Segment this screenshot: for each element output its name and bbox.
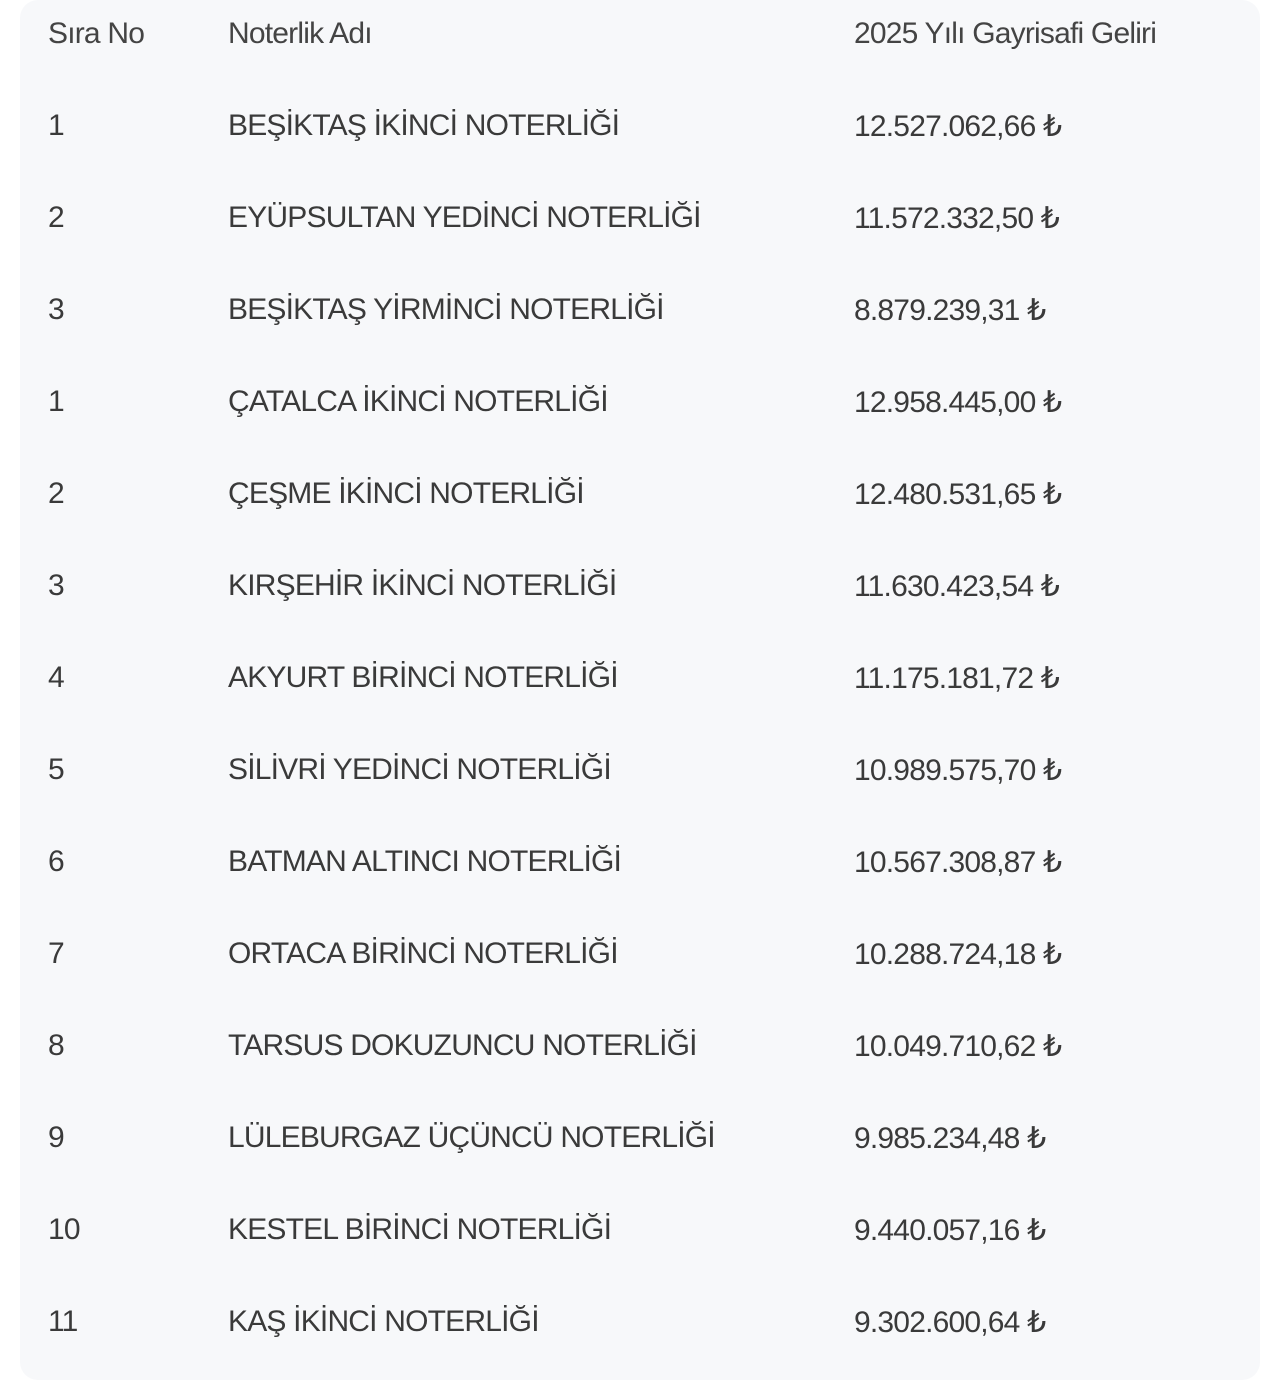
cell-notary-name: BATMAN ALTINCI NOTERLİĞİ [228,845,622,878]
table-row: 4 AKYURT BİRİNCİ NOTERLİĞİ 11.175.181,72 ₺ [20,632,1260,724]
cell-rank: 2 [48,201,65,234]
cell-gross-income: 10.989.575,70 ₺ [854,753,1062,787]
table-row: 2 ÇEŞME İKİNCİ NOTERLİĞİ 12.480.531,65 ₺ [20,448,1260,540]
cell-notary-name: BEŞİKTAŞ İKİNCİ NOTERLİĞİ [228,109,620,142]
table-row: 11 KAŞ İKİNCİ NOTERLİĞİ 9.302.600,64 ₺ [20,1276,1260,1368]
table-row: 3 BEŞİKTAŞ YİRMİNCİ NOTERLİĞİ 8.879.239,31… [20,264,1260,356]
cell-notary-name: KAŞ İKİNCİ NOTERLİĞİ [228,1305,540,1338]
cell-rank: 4 [48,661,65,694]
cell-notary-name: ÇEŞME İKİNCİ NOTERLİĞİ [228,477,585,510]
cell-rank: 11 [48,1305,78,1338]
cell-notary-name: EYÜPSULTAN YEDİNCİ NOTERLİĞİ [228,201,702,234]
cell-notary-name: KESTEL BİRİNCİ NOTERLİĞİ [228,1213,612,1246]
table-row: 10 KESTEL BİRİNCİ NOTERLİĞİ 9.440.057,16 ₺ [20,1184,1260,1276]
notary-income-table: Sıra No Noterlik Adı 2025 Yılı Gayrisafi… [20,0,1260,1380]
cell-rank: 9 [48,1121,65,1154]
cell-gross-income: 12.480.531,65 ₺ [854,477,1062,511]
table-row: 1 ÇATALCA İKİNCİ NOTERLİĞİ 12.958.445,00 ₺ [20,356,1260,448]
cell-gross-income: 9.302.600,64 ₺ [854,1305,1046,1339]
cell-rank: 7 [48,937,65,970]
header-gross-income: 2025 Yılı Gayrisafi Geliri [854,17,1157,50]
table-row: 6 BATMAN ALTINCI NOTERLİĞİ 10.567.308,87 ₺ [20,816,1260,908]
cell-notary-name: LÜLEBURGAZ ÜÇÜNCÜ NOTERLİĞİ [228,1121,716,1154]
cell-gross-income: 8.879.239,31 ₺ [854,293,1046,327]
cell-rank: 8 [48,1029,65,1062]
cell-gross-income: 11.175.181,72 ₺ [854,661,1060,695]
cell-rank: 2 [48,477,65,510]
cell-notary-name: BEŞİKTAŞ YİRMİNCİ NOTERLİĞİ [228,293,665,326]
cell-rank: 6 [48,845,65,878]
cell-rank: 5 [48,753,65,786]
cell-gross-income: 10.567.308,87 ₺ [854,845,1062,879]
table-row: 8 TARSUS DOKUZUNCU NOTERLİĞİ 10.049.710,62… [20,1000,1260,1092]
cell-gross-income: 11.572.332,50 ₺ [854,201,1060,235]
table-row: 1 BEŞİKTAŞ İKİNCİ NOTERLİĞİ 12.527.062,66 … [20,80,1260,172]
cell-notary-name: ÇATALCA İKİNCİ NOTERLİĞİ [228,385,609,418]
table-row: 9 LÜLEBURGAZ ÜÇÜNCÜ NOTERLİĞİ 9.985.234,48… [20,1092,1260,1184]
cell-gross-income: 11.630.423,54 ₺ [854,569,1060,603]
table-header-row: Sıra No Noterlik Adı 2025 Yılı Gayrisafi… [20,0,1260,68]
header-rank: Sıra No [48,17,145,50]
cell-gross-income: 12.527.062,66 ₺ [854,109,1062,143]
cell-notary-name: TARSUS DOKUZUNCU NOTERLİĞİ [228,1029,697,1062]
table-row: 7 ORTACA BİRİNCİ NOTERLİĞİ 10.288.724,18 ₺ [20,908,1260,1000]
cell-gross-income: 10.049.710,62 ₺ [854,1029,1062,1063]
cell-gross-income: 10.288.724,18 ₺ [854,937,1062,971]
cell-gross-income: 12.958.445,00 ₺ [854,385,1062,419]
cell-notary-name: KIRŞEHİR İKİNCİ NOTERLİĞİ [228,569,617,602]
cell-rank: 3 [48,293,65,326]
cell-gross-income: 9.440.057,16 ₺ [854,1213,1046,1247]
header-notary-name: Noterlik Adı [228,17,373,50]
cell-notary-name: AKYURT BİRİNCİ NOTERLİĞİ [228,661,619,694]
cell-gross-income: 9.985.234,48 ₺ [854,1121,1046,1155]
cell-rank: 3 [48,569,65,602]
cell-notary-name: SİLİVRİ YEDİNCİ NOTERLİĞİ [228,753,612,786]
cell-rank: 1 [48,385,65,418]
table-row: 5 SİLİVRİ YEDİNCİ NOTERLİĞİ 10.989.575,70 … [20,724,1260,816]
table-row: 2 EYÜPSULTAN YEDİNCİ NOTERLİĞİ 11.572.332,… [20,172,1260,264]
cell-rank: 10 [48,1213,81,1246]
cell-notary-name: ORTACA BİRİNCİ NOTERLİĞİ [228,937,619,970]
table-row: 3 KIRŞEHİR İKİNCİ NOTERLİĞİ 11.630.423,54 … [20,540,1260,632]
cell-rank: 1 [48,109,65,142]
